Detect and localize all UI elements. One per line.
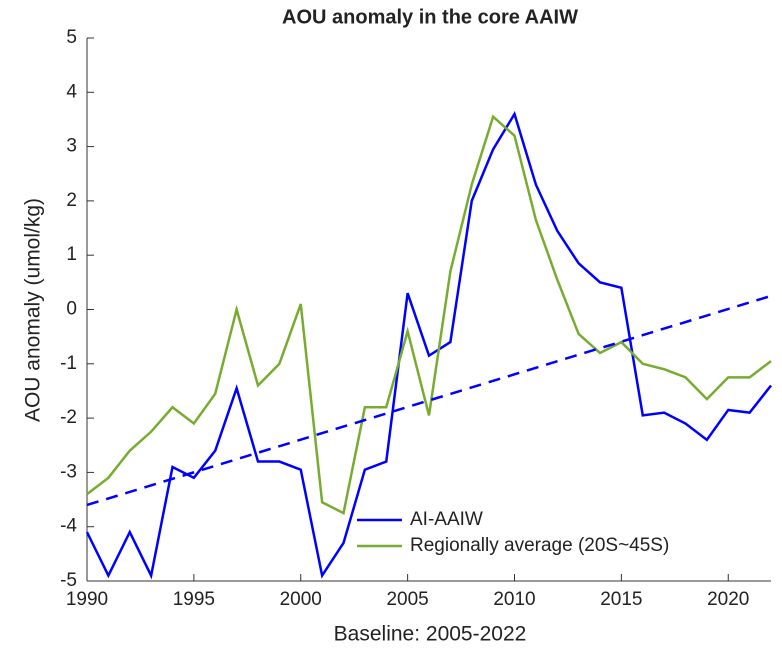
data-line: [86, 114, 772, 515]
legend-label: Regionally average (20S~45S): [410, 535, 669, 556]
y-tick-label: 3: [66, 136, 77, 157]
chart-title: AOU anomaly in the core AAIW: [282, 6, 578, 28]
data-line: [85, 110, 772, 580]
y-tick-label: 0: [66, 299, 77, 320]
x-tick-label: 2005: [386, 589, 428, 610]
x-tick-label: 2010: [493, 589, 535, 610]
legend-label: AI-AAIW: [410, 509, 483, 530]
y-tick-label: 1: [66, 244, 77, 265]
y-tick-label: -4: [60, 516, 77, 537]
x-tick-label: 2015: [600, 589, 642, 610]
y-tick-label: -1: [60, 353, 77, 374]
y-tick-label: -3: [60, 461, 77, 482]
y-axis-label: AOU anomaly (umol/kg): [22, 198, 45, 422]
x-tick-label: 1995: [173, 589, 215, 610]
y-tick-label: 2: [66, 190, 77, 211]
y-tick-label: -5: [60, 570, 77, 591]
data-line: [86, 294, 772, 507]
x-tick-label: 1990: [66, 589, 108, 610]
x-axis-label: Baseline: 2005-2022: [334, 623, 527, 646]
x-tick-label: 2000: [280, 589, 322, 610]
y-tick-label: 4: [66, 81, 77, 102]
y-tick-label: -2: [60, 407, 77, 428]
y-tick-label: 5: [66, 27, 77, 48]
x-tick-label: 2020: [707, 589, 749, 610]
